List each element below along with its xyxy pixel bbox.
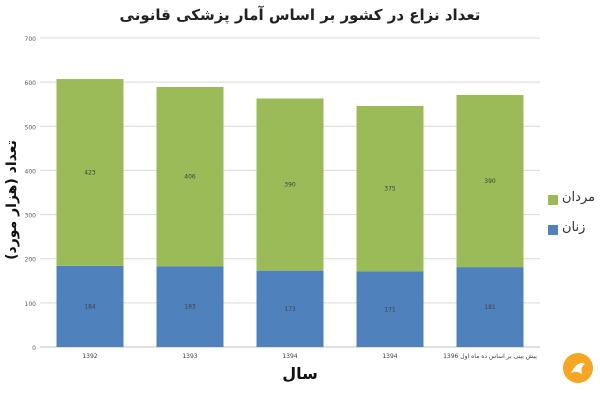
bar-segment [256,270,324,347]
legend-item-men: مردان [548,190,600,212]
data-label: 171 [384,306,396,313]
data-label: 423 [84,169,96,176]
data-label: 375 [384,186,396,193]
legend-label-women: زنان [562,220,586,235]
x-axis-label: سال [282,364,318,383]
bar-segment [456,94,524,268]
x-tick-label: 1394 [382,353,397,360]
bar-segment [56,265,124,347]
legend: مردان زنان [548,190,600,250]
y-tick-label: 400 [25,168,37,175]
bar-segment [356,271,424,347]
y-tick-label: 600 [25,80,37,87]
bar-segment [456,267,524,347]
data-label: 183 [184,304,196,311]
legend-swatch-women [548,225,558,235]
y-tick-label: 200 [25,257,37,264]
data-label: 184 [84,303,96,310]
bar-segment [356,105,424,272]
legend-item-women: زنان [548,220,600,242]
data-label: 390 [484,178,496,185]
data-label: 390 [284,182,296,189]
bar-segment [156,86,224,267]
bar-segment [56,79,124,266]
legend-swatch-men [548,195,558,205]
data-label: 173 [284,306,296,313]
bar-segment [156,266,224,347]
legend-label-men: مردان [562,190,596,205]
y-tick-label: 700 [25,36,37,43]
data-label: 406 [184,174,196,181]
bar-segment [256,98,324,271]
y-tick-label: 0 [32,345,36,352]
x-tick-label: پیش بینی بر اساس ده ماه اول 1396 [443,353,537,360]
x-tick-label: 1393 [182,353,197,360]
x-tick-label: 1392 [82,353,97,360]
y-tick-label: 300 [25,213,37,220]
data-label: 181 [484,304,496,311]
y-tick-label: 100 [25,301,37,308]
chart-title: تعداد نزاع در کشور بر اساس آمار پزشکی قا… [119,6,481,24]
brand-logo-icon [563,353,593,383]
y-tick-label: 500 [25,124,37,131]
x-tick-label: 1394 [282,353,297,360]
